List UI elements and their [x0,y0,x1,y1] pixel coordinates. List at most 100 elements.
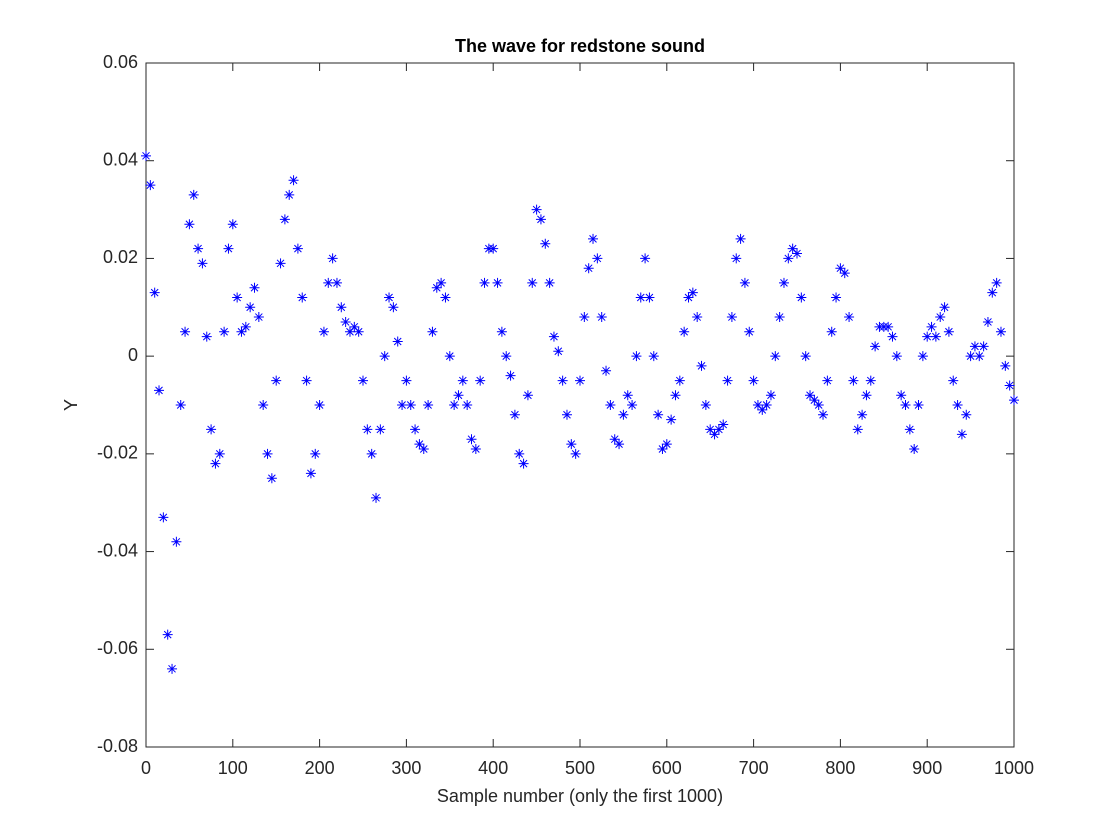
data-point [440,292,451,303]
data-point [640,253,651,264]
data-point [323,277,334,288]
y-tick-label: 0.06 [103,52,138,72]
data-point [722,375,733,386]
data-point [683,292,694,303]
data-point [167,663,178,674]
data-point [310,448,321,459]
data-point [522,390,533,401]
data-point [219,326,230,337]
data-point [588,233,599,244]
data-point [835,263,846,274]
data-point [401,375,412,386]
data-point [961,409,972,420]
data-point [922,331,933,342]
data-point [735,233,746,244]
data-point [258,400,269,410]
data-point [969,341,980,352]
data-point [935,312,946,323]
data-point [449,400,460,410]
chart-title: The wave for redstone sound [455,36,705,56]
data-point [466,434,477,445]
data-point [501,351,512,362]
data-point [965,351,976,362]
data-point [162,629,173,640]
data-point [436,277,447,288]
data-point [887,331,898,342]
data-point [605,400,616,410]
data-point [366,448,377,459]
data-point [822,375,833,386]
data-point [188,189,199,200]
data-point [974,351,985,362]
data-point [831,292,842,303]
data-point [427,326,438,337]
data-point [362,424,373,435]
data-point [141,150,151,161]
data-point [883,321,894,332]
data-point [948,375,959,386]
data-point [601,365,612,376]
data-point [995,326,1006,337]
data-point [761,400,772,410]
data-point [870,341,881,352]
data-point [301,375,312,386]
data-point [596,312,607,323]
data-point [253,312,264,323]
data-point [561,409,572,420]
data-point [648,351,659,362]
data-point [331,277,342,288]
data-point [718,419,729,430]
data-point [327,253,338,264]
data-point [592,253,603,264]
data-point [275,258,286,269]
y-tick-label: -0.02 [97,443,138,463]
data-point [266,473,277,484]
data-point [696,360,707,371]
data-point [206,424,217,435]
data-point [635,292,646,303]
data-point [896,390,907,401]
data-point [149,287,160,298]
data-point [462,400,473,410]
data-point [375,424,386,435]
data-point [770,351,781,362]
data-point [978,341,989,352]
y-tick-label: -0.08 [97,736,138,756]
data-point [548,331,559,342]
data-point [509,409,520,420]
data-point [227,219,238,230]
x-tick-label: 800 [825,758,855,778]
y-tick-label: 0.02 [103,247,138,267]
data-point [826,326,837,337]
data-point [809,395,820,406]
data-point [852,424,863,435]
data-point [726,312,737,323]
x-tick-label: 1000 [994,758,1034,778]
y-tick-label: -0.04 [97,540,138,560]
data-point [344,326,355,337]
data-point [739,277,750,288]
data-point [535,214,546,225]
data-point [848,375,859,386]
data-point [748,375,759,386]
data-point [1009,395,1019,406]
data-point [653,409,664,420]
data-point [371,492,382,503]
data-point [154,385,165,396]
data-point [349,321,360,332]
x-tick-label: 200 [305,758,335,778]
data-point [618,409,629,420]
data-point [687,287,698,298]
data-point [952,400,963,410]
data-point [297,292,308,303]
data-point [358,375,368,386]
data-point [666,414,677,425]
data-point [857,409,868,420]
data-point [158,512,169,523]
data-point [475,375,486,386]
data-point [705,424,716,435]
data-point [844,312,855,323]
data-point [865,375,876,386]
x-tick-label: 300 [391,758,421,778]
data-point [531,204,542,215]
